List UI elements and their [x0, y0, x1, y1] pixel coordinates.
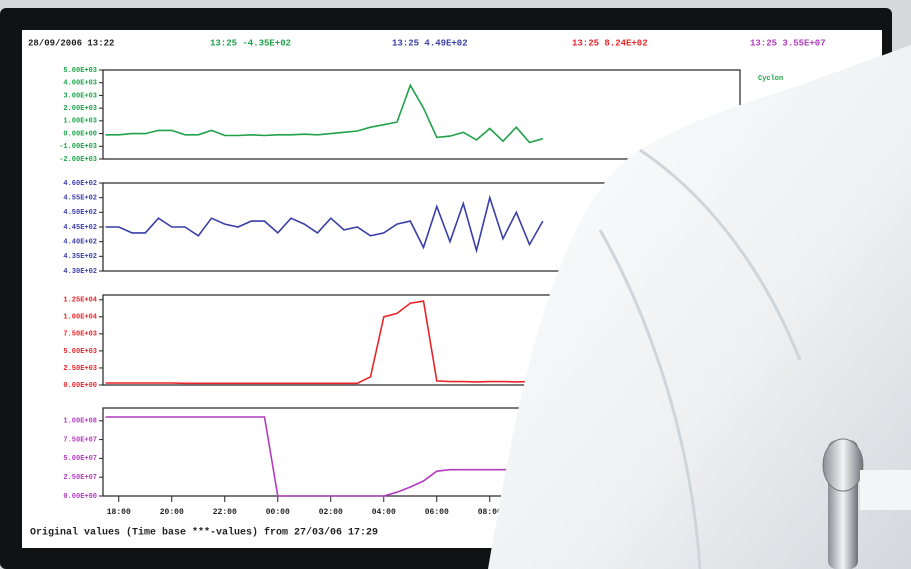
- x-tick-label: 18:00: [107, 508, 131, 517]
- header-value: 13:25 8.24E+02: [572, 38, 648, 48]
- y-tick-label: 0.00E+00: [63, 130, 97, 138]
- series-line: [105, 300, 543, 385]
- header-value: 13:25 -4.35E+02: [210, 38, 291, 48]
- x-tick-label: 02:00: [319, 508, 343, 517]
- y-tick-label: -1.00E+03: [59, 143, 97, 151]
- y-tick-label: 1.00E+08: [63, 418, 97, 426]
- y-tick-label: 0.00E+00: [63, 493, 97, 501]
- y-tick-label: 1.25E+04: [63, 297, 97, 305]
- x-tick-label: 20:00: [160, 508, 184, 517]
- y-tick-label: 4.50E+02: [63, 209, 97, 217]
- header-date: 28/09/2006 13:22: [28, 38, 114, 48]
- y-tick-label: 4.40E+02: [63, 239, 97, 247]
- header-value: 13:25 3.55E+07: [750, 38, 826, 48]
- y-tick-label: 7.50E+07: [63, 436, 97, 444]
- y-tick-label: 2.50E+03: [63, 365, 97, 373]
- x-tick-label: 00:00: [266, 508, 290, 517]
- legend-label: Cyclon: [758, 75, 783, 83]
- y-tick-label: 4.30E+02: [63, 268, 97, 276]
- chair-back: [860, 470, 911, 510]
- header-value: 13:25 4.49E+02: [392, 38, 468, 48]
- x-tick-label: 22:00: [213, 508, 237, 517]
- x-tick-label: 04:00: [372, 508, 396, 517]
- y-tick-label: 2.50E+07: [63, 474, 97, 482]
- y-tick-label: 0.00E+00: [63, 382, 97, 390]
- y-tick-label: 4.35E+02: [63, 253, 97, 261]
- y-tick-label: -2.00E+03: [59, 156, 97, 164]
- x-tick-label: 08:00: [478, 508, 502, 517]
- y-tick-label: 3.00E+03: [63, 92, 97, 100]
- y-tick-label: 1.00E+04: [63, 314, 97, 322]
- series-line: [105, 416, 543, 497]
- y-tick-label: 4.00E+03: [63, 80, 97, 88]
- y-tick-label: 5.00E+03: [63, 348, 97, 356]
- series-line: [105, 194, 544, 254]
- person-shoulder: [488, 45, 911, 569]
- y-tick-label: 1.00E+03: [63, 118, 97, 126]
- x-tick-label: 06:00: [425, 508, 449, 517]
- chair-knob: [822, 438, 864, 492]
- y-tick-label: 2.00E+03: [63, 105, 97, 113]
- series-line: [105, 83, 544, 144]
- y-tick-label: 5.00E+07: [63, 455, 97, 463]
- y-tick-label: 4.55E+02: [63, 195, 97, 203]
- y-tick-label: 4.45E+02: [63, 224, 97, 232]
- footer: Original values (Time base ***-values) f…: [30, 527, 378, 539]
- charts: 5.00E+03 4.00E+03 3.00E+03 2.00E+03 1.00E+03…: [59, 67, 741, 517]
- y-tick-label: 4.60E+02: [63, 180, 97, 188]
- y-tick-label: 5.00E+03: [63, 67, 97, 75]
- shirt-fold: [598, 148, 802, 569]
- y-tick-label: 7.50E+03: [63, 331, 97, 339]
